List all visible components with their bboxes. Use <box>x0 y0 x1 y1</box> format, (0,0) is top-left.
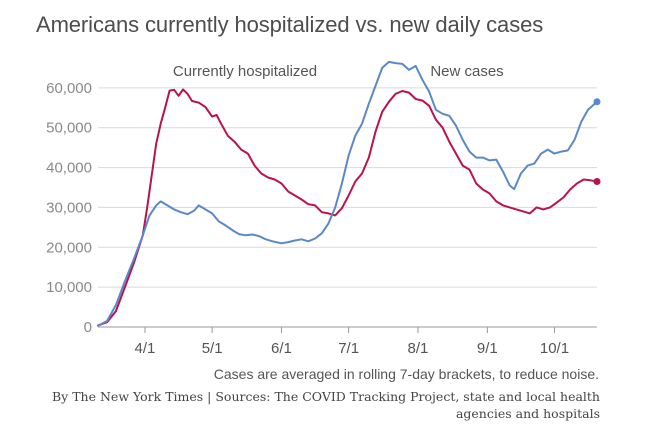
y-axis-tick-labels: 0 10,000 20,000 30,000 40,000 50,000 60,000 <box>46 80 92 336</box>
x-tick-label: 9/1 <box>477 340 498 357</box>
chart-note: Cases are averaged in rolling 7-day brac… <box>213 366 599 382</box>
x-tick-label: 8/1 <box>408 340 429 357</box>
y-tick-label: 60,000 <box>46 80 92 97</box>
annotation-label: New cases <box>430 63 503 80</box>
series-line-new-cases <box>97 60 598 327</box>
y-tick-label: 0 <box>84 319 92 336</box>
series-endpoint-new-cases <box>593 98 601 106</box>
chart-source: By The New York Times | Sources: The COV… <box>52 389 600 421</box>
grid-lines <box>98 87 597 328</box>
y-tick-label: 20,000 <box>46 239 92 256</box>
series-line-currently-hospitalized <box>97 88 598 327</box>
annotation-label: Currently hospitalized <box>173 63 317 80</box>
x-tick-label: 7/1 <box>338 340 359 357</box>
x-tick-label: 5/1 <box>202 340 223 357</box>
x-tick-label: 4/1 <box>135 340 156 357</box>
y-tick-label: 30,000 <box>46 199 92 216</box>
series-lines <box>97 60 601 327</box>
y-tick-label: 10,000 <box>46 279 92 296</box>
line-chart: 0 10,000 20,000 30,000 40,000 50,000 60,000 4/… <box>46 60 601 357</box>
x-axis-tick-labels: 4/1 5/1 6/1 7/1 8/1 9/1 10/1 <box>135 340 570 357</box>
series-annotations: Currently hospitalized New cases <box>173 63 504 80</box>
x-tick-label: 6/1 <box>271 340 292 357</box>
x-tick-label: 10/1 <box>540 340 569 357</box>
chart-title: Americans currently hospitalized vs. new… <box>36 12 544 37</box>
series-endpoint-currently-hospitalized <box>593 178 601 186</box>
x-axis-ticks <box>144 327 555 333</box>
y-tick-label: 40,000 <box>46 160 92 177</box>
y-tick-label: 50,000 <box>46 120 92 137</box>
